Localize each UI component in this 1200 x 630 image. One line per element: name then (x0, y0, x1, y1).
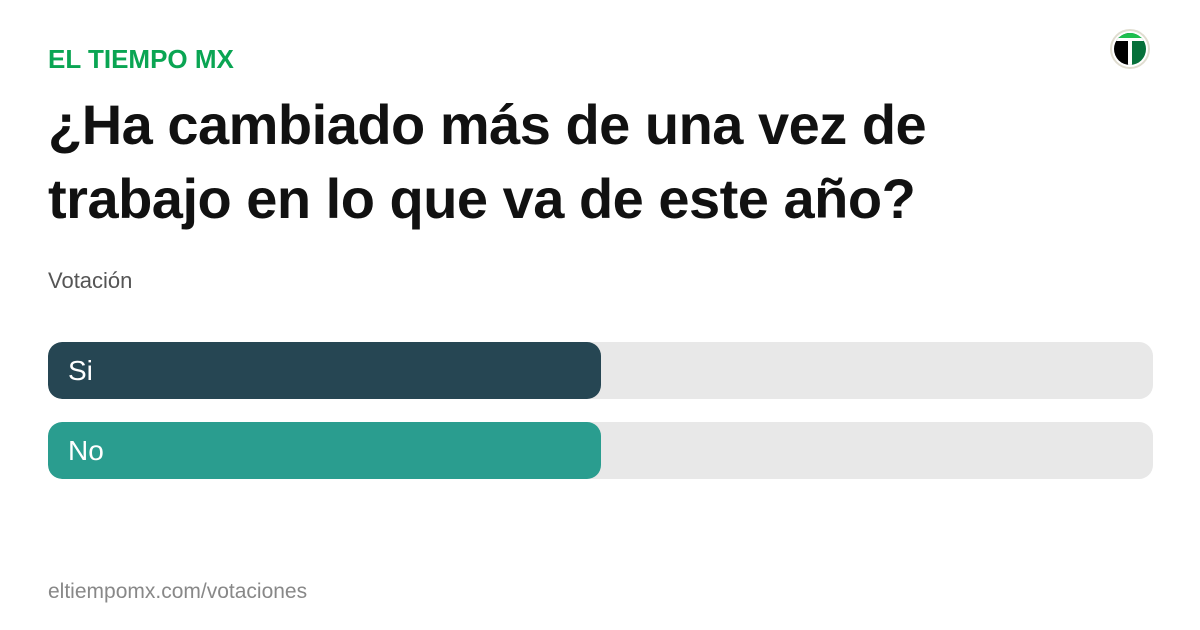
brand-name: EL TIEMPO MX (48, 44, 234, 74)
poll-option-label: No (68, 435, 104, 466)
poll-option-label: Si (68, 355, 93, 386)
poll-option-si[interactable]: Si (48, 342, 1153, 399)
poll-type-label: Votación (48, 268, 133, 293)
footer-link[interactable]: eltiempomx.com/votaciones (48, 580, 308, 603)
poll-option-no[interactable]: No (48, 422, 1153, 479)
brand-logo-icon (1110, 29, 1150, 69)
poll-option-fill (48, 342, 601, 399)
poll-question: ¿Ha cambiado más de una vez de trabajo e… (48, 93, 927, 230)
poll-option-fill (48, 422, 601, 479)
